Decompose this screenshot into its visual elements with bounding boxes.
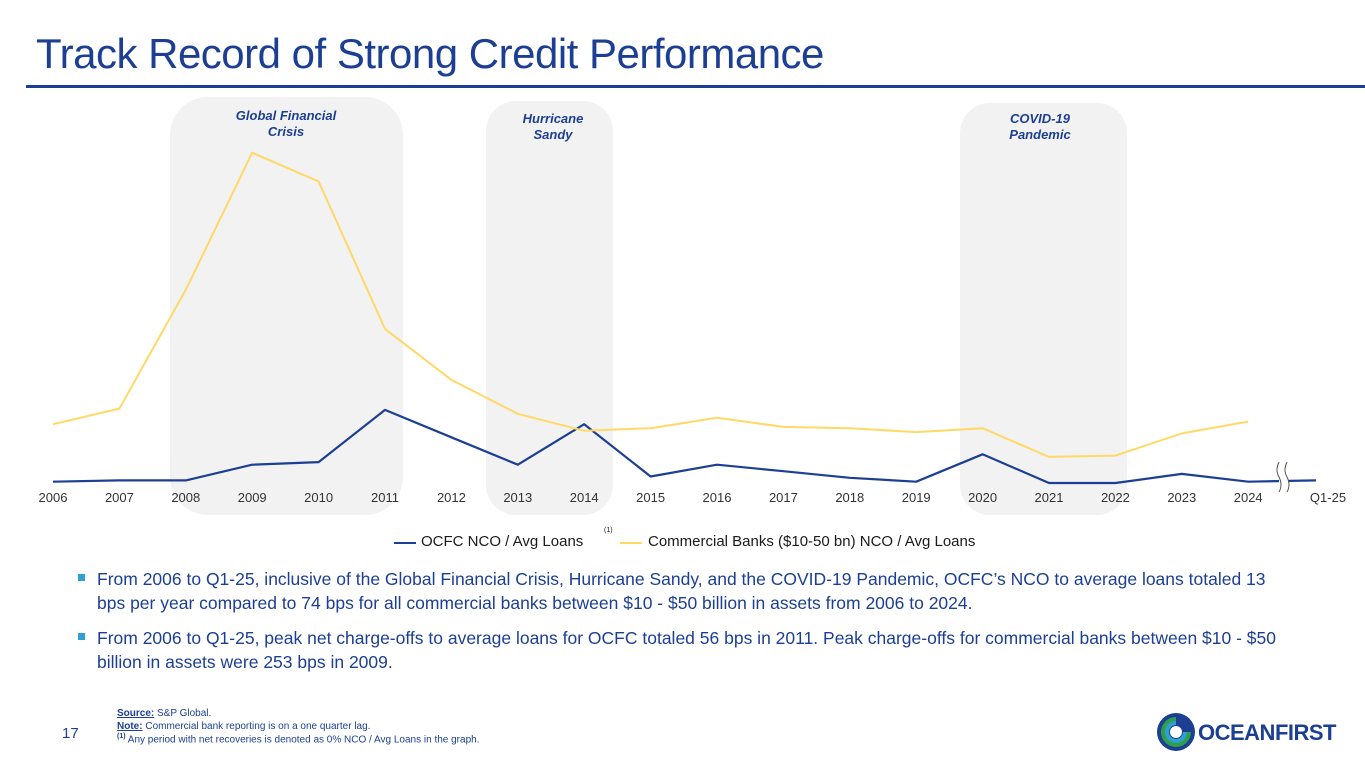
x-tick-label: 2018 — [835, 490, 864, 505]
x-tick-label: 2013 — [503, 490, 532, 505]
footnote-note-text: Commercial bank reporting is on a one qu… — [142, 720, 371, 732]
x-tick-label: 2024 — [1234, 490, 1263, 505]
shaded-period-label-line: COVID-19 — [1010, 111, 1071, 126]
x-tick-label: 2015 — [636, 490, 665, 505]
x-tick-label: 2007 — [105, 490, 134, 505]
footnote-1-marker: (1) — [117, 733, 126, 740]
footnote-note: Note: Commercial bank reporting is on a … — [117, 721, 479, 734]
footnote-source-label: Source: — [117, 708, 155, 719]
x-tick-label: 2019 — [902, 490, 931, 505]
oceanfirst-logo-wordmark: OCEANFIRST — [1198, 720, 1337, 745]
x-tick-label: 2006 — [39, 490, 68, 505]
shaded-period-label-line: Pandemic — [1009, 127, 1071, 142]
x-tick-label: 2022 — [1101, 490, 1130, 505]
bullet-item: From 2006 to Q1-25, peak net charge-offs… — [78, 626, 1278, 674]
nco-line-chart: Global Financial Crisis Hurricane Sandy COVI… — [39, 97, 1346, 515]
shaded-period-label-line: Hurricane — [523, 111, 584, 126]
x-tick-label: 2016 — [703, 490, 732, 505]
shaded-period-label-line: Global Financial — [236, 108, 337, 123]
footnote-1: (1) Any period with net recoveries is de… — [117, 733, 479, 747]
axis-break-mask — [1279, 462, 1288, 492]
x-tick-label: 2014 — [570, 490, 599, 505]
legend-footnote-marker: (1) — [604, 527, 613, 534]
bullet-list: From 2006 to Q1-25, inclusive of the Glo… — [78, 567, 1278, 686]
footnote-source-text: S&P Global. — [154, 708, 212, 719]
shaded-period-band — [170, 97, 403, 515]
shaded-period-label: Hurricane Sandy — [523, 111, 584, 142]
bullet-text: From 2006 to Q1-25, peak net charge-offs… — [97, 628, 1276, 673]
axis-break-mark — [1276, 461, 1282, 493]
bullet-item: From 2006 to Q1-25, inclusive of the Glo… — [78, 567, 1278, 615]
x-tick-label: 2010 — [304, 490, 333, 505]
shaded-period-label-line: Crisis — [268, 124, 304, 139]
oceanfirst-logo: OCEANFIRST — [1156, 712, 1346, 752]
bullet-text: From 2006 to Q1-25, inclusive of the Glo… — [97, 569, 1266, 614]
title-divider — [26, 85, 1365, 88]
shaded-period-label: Global Financial Crisis — [236, 108, 337, 139]
footnotes: Source: S&P Global. Note: Commercial ban… — [117, 708, 479, 747]
x-tick-label: 2012 — [437, 490, 466, 505]
legend-label-commercial-banks: Commercial Banks ($10-50 bn) NCO / Avg L… — [648, 533, 976, 550]
x-tick-label: 2020 — [968, 490, 997, 505]
bullet-square-icon — [78, 574, 85, 581]
x-tick-label: 2011 — [371, 490, 399, 505]
legend-swatch-ocfc — [394, 542, 416, 544]
legend-label-ocfc: OCFC NCO / Avg Loans — [421, 533, 584, 550]
bullet-square-icon — [78, 633, 85, 641]
x-tick-label: 2017 — [769, 490, 798, 505]
series-line-commercial-banks — [52, 151, 1249, 458]
x-tick-label: 2023 — [1167, 490, 1196, 505]
x-tick-label: 2009 — [238, 490, 267, 505]
axis-break-mark — [1284, 461, 1290, 493]
shaded-period-label-line: Sandy — [533, 127, 573, 142]
x-tick-label: Q1-25 — [1310, 490, 1346, 505]
oceanfirst-logo-mark-icon — [1157, 713, 1195, 751]
series-line-ocfc — [52, 408, 1317, 485]
x-tick-label: 2008 — [171, 490, 200, 505]
shaded-period-band — [960, 103, 1127, 515]
x-tick-label: 2021 — [1035, 490, 1064, 505]
page-title: Track Record of Strong Credit Performanc… — [36, 30, 824, 77]
legend-swatch-commercial-banks — [620, 542, 642, 544]
footnote-note-label: Note: — [117, 720, 143, 732]
footnote-1-text: Any period with net recoveries is denote… — [125, 734, 480, 746]
shaded-period-band — [486, 101, 613, 515]
footnote-source: Source: S&P Global. — [117, 708, 479, 721]
page-number: 17 — [62, 725, 79, 742]
shaded-period-label: COVID-19 Pandemic — [1009, 111, 1071, 142]
